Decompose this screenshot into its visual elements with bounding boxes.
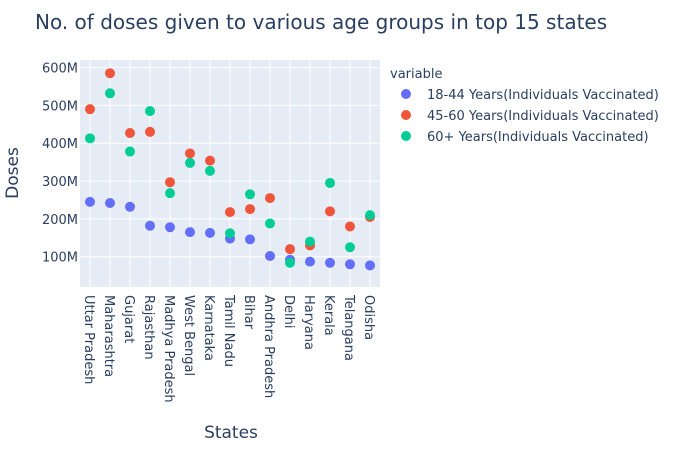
x-tick-label: Karnataka — [201, 295, 216, 361]
data-point — [365, 210, 375, 221]
y-tick-label: 200M — [42, 213, 78, 228]
y-axis-ticks: 100M 200M 300M 400M 500M 600M — [42, 62, 78, 266]
data-point — [345, 259, 355, 270]
y-tick-label: 300M — [42, 175, 78, 190]
legend: variable 18-44 Years(Individuals Vaccina… — [390, 67, 659, 145]
x-tick-label: Odisha — [361, 295, 376, 340]
x-tick-label: Gujarat — [121, 295, 136, 343]
data-point — [265, 193, 275, 204]
data-point — [105, 198, 115, 209]
legend-marker — [401, 89, 411, 99]
data-point — [365, 260, 375, 271]
data-point — [185, 227, 195, 238]
data-point — [85, 133, 95, 144]
legend-label: 60+ Years(Individuals Vaccinated) — [427, 130, 649, 145]
legend-label: 18-44 Years(Individuals Vaccinated) — [427, 88, 659, 103]
x-tick-label: Andhra Pradesh — [261, 295, 276, 398]
data-point — [125, 128, 135, 139]
data-point — [265, 218, 275, 229]
data-point — [145, 220, 155, 231]
data-point — [105, 88, 115, 99]
y-axis-title: Doses — [3, 147, 23, 199]
x-tick-label: Telangana — [341, 294, 356, 361]
data-points — [85, 68, 375, 271]
data-point — [325, 257, 335, 268]
data-point — [125, 146, 135, 157]
data-point — [225, 207, 235, 218]
data-point — [225, 228, 235, 239]
data-point — [205, 227, 215, 238]
data-point — [165, 188, 175, 199]
data-point — [85, 196, 95, 207]
data-point — [185, 148, 195, 159]
data-point — [325, 206, 335, 217]
data-point — [245, 204, 255, 215]
x-tick-label: West Bengal — [181, 295, 196, 376]
x-tick-label: Uttar Pradesh — [81, 295, 96, 384]
data-point — [285, 257, 295, 268]
y-tick-label: 400M — [42, 137, 78, 152]
data-point — [325, 177, 335, 188]
x-tick-label: Delhi — [281, 295, 296, 328]
data-point — [345, 242, 355, 253]
x-axis-ticks: Uttar Pradesh Maharashtra Gujarat Rajasthan… — [81, 294, 376, 403]
data-point — [305, 256, 315, 267]
data-point — [105, 68, 115, 79]
x-tick-label: Bihar — [241, 295, 256, 330]
x-axis-title: States — [204, 423, 258, 443]
data-point — [145, 126, 155, 137]
legend-marker — [401, 131, 411, 141]
legend-title: variable — [390, 67, 442, 82]
data-point — [185, 157, 195, 168]
legend-marker — [401, 110, 411, 120]
y-tick-label: 600M — [42, 62, 78, 77]
x-tick-label: Kerala — [321, 295, 336, 336]
data-point — [145, 106, 155, 117]
legend-label: 45-60 Years(Individuals Vaccinated) — [427, 109, 659, 124]
data-point — [265, 250, 275, 261]
data-point — [205, 165, 215, 176]
data-point — [205, 155, 215, 166]
x-tick-label: Madhya Pradesh — [161, 295, 176, 403]
data-point — [305, 236, 315, 247]
y-tick-label: 500M — [42, 99, 78, 114]
data-point — [285, 244, 295, 255]
data-point — [85, 104, 95, 115]
data-point — [245, 234, 255, 245]
data-point — [165, 177, 175, 188]
chart-title: No. of doses given to various age groups… — [35, 10, 607, 34]
x-tick-label: Maharashtra — [101, 295, 116, 377]
data-point — [165, 222, 175, 233]
data-point — [345, 221, 355, 232]
data-point — [125, 201, 135, 212]
x-tick-label: Rajasthan — [141, 295, 156, 360]
x-tick-label: Haryana — [301, 295, 316, 350]
x-tick-label: Tamil Nadu — [221, 294, 236, 367]
y-tick-label: 100M — [42, 251, 78, 266]
data-point — [245, 189, 255, 200]
